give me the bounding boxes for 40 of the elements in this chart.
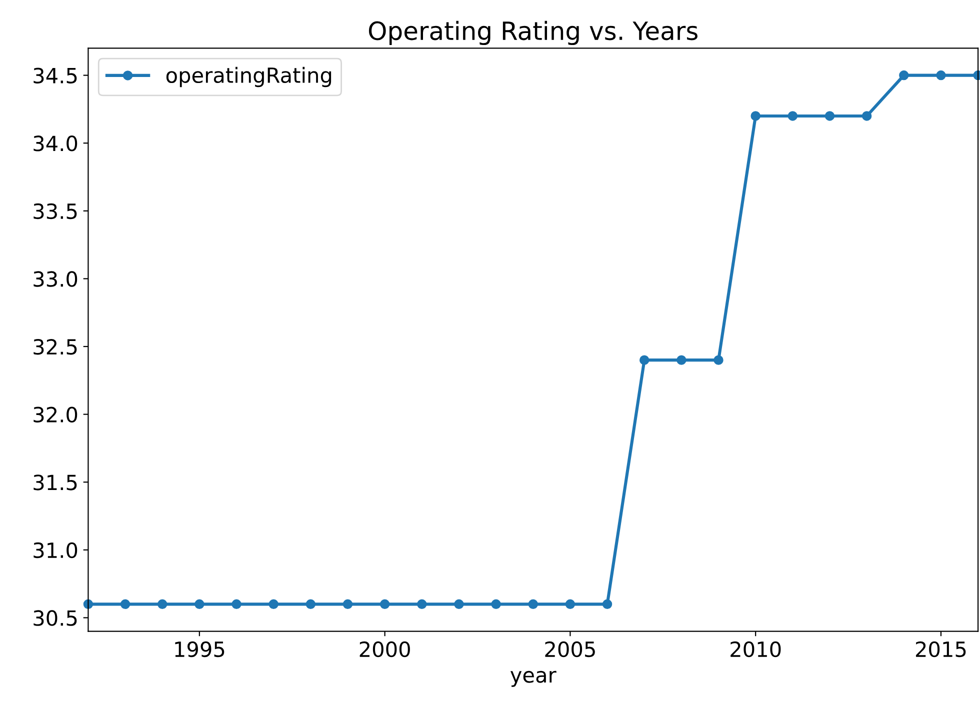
x-tick-label: 2015	[916, 641, 966, 658]
point	[417, 599, 427, 610]
point	[824, 111, 835, 121]
point	[120, 599, 130, 610]
legend-label: operatingRating	[166, 66, 332, 88]
point	[936, 70, 946, 80]
y-tick-label: 31.5	[34, 474, 77, 490]
x-tick-label: 2005	[545, 641, 595, 658]
y-tick-label: 30.5	[34, 610, 77, 626]
point	[788, 111, 798, 121]
y-tick-label: 31.0	[34, 542, 78, 558]
point	[899, 70, 909, 80]
point	[676, 355, 686, 365]
point	[342, 599, 353, 610]
point	[157, 599, 168, 610]
chart-title: Operating Rating vs. Years	[368, 20, 698, 46]
point	[565, 599, 576, 610]
y-tick-label: 34.5	[34, 68, 77, 84]
y-tick-label: 32.5	[34, 338, 77, 355]
point	[491, 599, 501, 610]
point	[750, 111, 760, 121]
x-tick-label: 2000	[360, 641, 410, 658]
point	[454, 599, 464, 610]
point	[232, 599, 242, 610]
x-axis-title: year	[510, 670, 556, 687]
point	[862, 111, 872, 121]
point	[602, 599, 612, 610]
point	[714, 355, 724, 365]
y-tick-label: 32.0	[34, 406, 78, 423]
point	[528, 599, 538, 610]
point	[194, 599, 204, 610]
y-tick-label: 34.0	[34, 136, 78, 152]
point	[268, 599, 278, 610]
point	[380, 599, 390, 610]
point	[306, 599, 316, 610]
y-tick-label: 33.0	[34, 271, 78, 287]
x-tick-label: 1995	[175, 641, 224, 658]
x-tick-label: 2010	[730, 641, 781, 658]
y-tick-label: 33.5	[34, 203, 77, 220]
point	[639, 355, 650, 365]
